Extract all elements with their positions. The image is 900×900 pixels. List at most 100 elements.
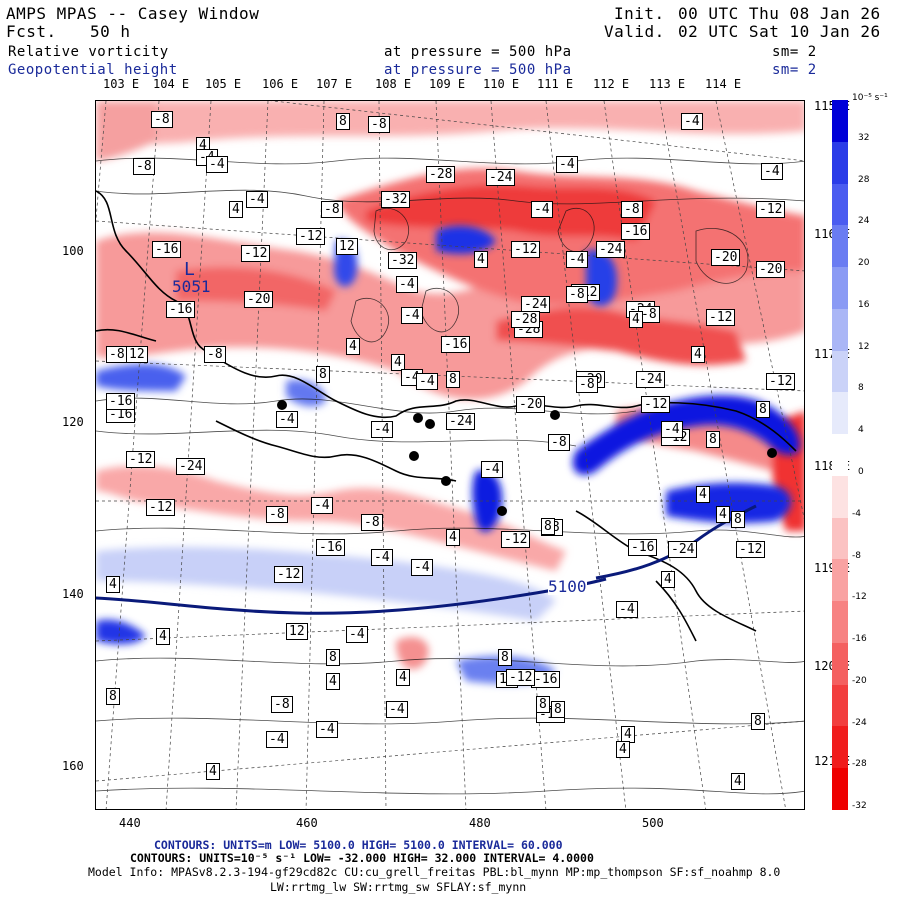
contour-label: -4 <box>206 156 228 173</box>
contour-label: -8 <box>204 346 226 363</box>
contour-label: -32 <box>381 191 411 208</box>
contour-label: -4 <box>566 251 588 268</box>
init-label: Init. <box>614 4 665 23</box>
contour-label: 4 <box>346 338 360 355</box>
colorbar-label: 32 <box>858 132 870 143</box>
contour-label: -12 <box>706 309 736 326</box>
contour-label: -4 <box>481 461 503 478</box>
contour-label: -12 <box>146 499 176 516</box>
contour-label: 4 <box>616 741 630 758</box>
contour-label: -20 <box>516 396 546 413</box>
contour-label: -12 <box>641 396 671 413</box>
contour-label: 8 <box>326 649 340 666</box>
y-tick-label: 120 <box>62 415 84 429</box>
contour-label: 4 <box>326 673 340 690</box>
contour-label: 4 <box>731 773 745 790</box>
contour-label: -20 <box>756 261 786 278</box>
contour-label: -4 <box>416 373 438 390</box>
contour-label: -8 <box>576 376 598 393</box>
colorbar <box>832 100 848 811</box>
top-longitude-label: 114 E <box>705 77 742 91</box>
contour-label: -12 <box>511 241 541 258</box>
contour-label: -16 <box>621 223 651 240</box>
contour-label: -32 <box>388 252 418 269</box>
contour-label: 4 <box>391 354 405 371</box>
contour-label: -8 <box>368 116 390 133</box>
contour-label: 4 <box>396 669 410 686</box>
contour-label: -4 <box>311 497 333 514</box>
contour-label: -12 <box>501 531 531 548</box>
colorbar-label: 16 <box>858 299 870 310</box>
contour-label: -4 <box>661 421 683 438</box>
top-longitude-label: 110 E <box>483 77 520 91</box>
contour-label: -12 <box>736 541 766 558</box>
contour-label: 8 <box>541 518 555 535</box>
colorbar-label: -32 <box>852 801 867 812</box>
app-title: AMPS MPAS -- Casey Window <box>6 4 260 23</box>
contour-label: 4 <box>474 251 488 268</box>
field-level-vorticity: at pressure = 500 hPa <box>384 44 572 60</box>
vorticity-map[interactable]: -88-8-44-4-4-4-84-4-28-24-4-8-32-4-8-121… <box>95 100 805 810</box>
field-name-height: Geopotential height <box>8 62 178 78</box>
x-tick-label: 460 <box>296 816 318 830</box>
colorbar-label: -8 <box>852 550 861 561</box>
x-tick-label: 440 <box>119 816 141 830</box>
contour-label: -4 <box>276 411 298 428</box>
contour-label: -4 <box>371 549 393 566</box>
contour-label: -12 <box>126 451 156 468</box>
colorbar-label: -24 <box>852 717 867 728</box>
colorbar-label: -12 <box>852 592 867 603</box>
colorbar-swatch <box>832 225 848 268</box>
colorbar-label: 28 <box>858 174 870 185</box>
contour-label: -24 <box>176 458 206 475</box>
colorbar-swatch <box>832 768 848 811</box>
colorbar-swatch <box>832 308 848 352</box>
top-longitude-label: 104 E <box>153 77 190 91</box>
contour-label: -12 <box>274 566 304 583</box>
x-tick-label: 480 <box>469 816 491 830</box>
top-longitude-label: 108 E <box>375 77 412 91</box>
contour-label: 8 <box>316 366 330 383</box>
colorbar-label: 24 <box>858 216 870 227</box>
colorbar-swatch <box>832 141 848 184</box>
contour-label: 4 <box>696 486 710 503</box>
top-longitude-label: 106 E <box>262 77 299 91</box>
field-smooth-vorticity: sm= 2 <box>772 44 817 60</box>
contour-label: -12 <box>296 228 326 245</box>
contour-label: 4 <box>106 576 120 593</box>
contour-label: 4 <box>156 628 170 645</box>
contour-label: -16 <box>316 539 346 556</box>
contour-label: -4 <box>681 113 703 130</box>
forecast-label: Fcst. <box>6 22 57 41</box>
footer-contour-height: CONTOURS: UNITS=m LOW= 5100.0 HIGH= 5100… <box>154 838 563 852</box>
field-level-height: at pressure = 500 hPa <box>384 62 572 78</box>
coastline <box>96 190 797 642</box>
valid-label: Valid. <box>604 22 665 41</box>
contour-label: 8 <box>536 696 550 713</box>
colorbar-label: 4 <box>858 425 864 436</box>
contour-label: -20 <box>244 291 274 308</box>
contour-label: -8 <box>151 111 173 128</box>
contour-label: -4 <box>396 276 418 293</box>
contour-label: 4 <box>691 346 705 363</box>
contour-label: -8 <box>621 201 643 218</box>
contour-label: 4 <box>716 506 730 523</box>
contour-label: -24 <box>521 296 551 313</box>
contour-label: 4 <box>446 529 460 546</box>
map-graphic <box>96 101 804 809</box>
field-name-vorticity: Relative vorticity <box>8 44 169 60</box>
forecast-value: 50 h <box>90 22 131 41</box>
colorbar-swatch <box>832 475 848 519</box>
colorbar-swatch <box>832 100 848 143</box>
field-smooth-height: sm= 2 <box>772 62 817 78</box>
contour-label: -12 <box>766 373 796 390</box>
contour-label: -8 <box>133 158 155 175</box>
top-longitude-label: 103 E <box>103 77 140 91</box>
y-tick-label: 100 <box>62 244 84 258</box>
colorbar-label: -16 <box>852 634 867 645</box>
colorbar-swatch <box>832 350 848 393</box>
contour-label: 4 <box>629 311 643 328</box>
contour-label: 8 <box>106 688 120 705</box>
low-value: 5051 <box>172 277 211 296</box>
contour-label: -4 <box>266 731 288 748</box>
